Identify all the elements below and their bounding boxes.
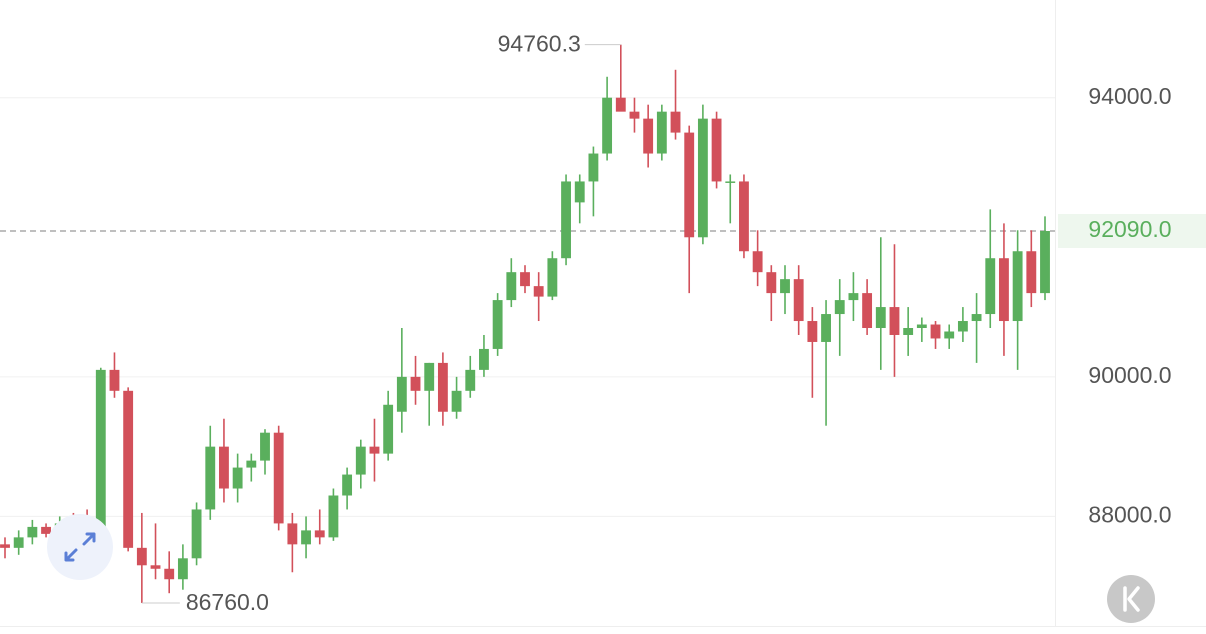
candle-body <box>396 376 407 412</box>
candle-body <box>697 118 708 238</box>
candle-body <box>287 523 298 545</box>
candle-body <box>451 390 462 412</box>
candle-body <box>465 369 476 391</box>
y-tick-label: 90000.0 <box>1088 362 1171 388</box>
candle-body <box>834 300 845 315</box>
candle-body <box>533 286 544 297</box>
candle-body <box>27 526 38 538</box>
candle-body <box>191 509 202 559</box>
candle-body <box>232 467 243 489</box>
candle-body <box>1012 251 1023 322</box>
candle-body <box>109 369 120 391</box>
candle-body <box>985 258 996 315</box>
candle-body <box>889 307 900 335</box>
candle-body <box>588 153 599 182</box>
candle-body <box>150 565 161 569</box>
candle-body <box>424 362 435 391</box>
candle-body <box>219 446 229 489</box>
candle-body <box>848 293 859 301</box>
candle-body <box>574 181 585 203</box>
candle-body <box>807 321 818 342</box>
zoom-icon <box>64 532 96 562</box>
candle-body <box>547 258 558 297</box>
candle-body <box>479 348 489 370</box>
candle-body <box>656 111 667 154</box>
last-price-label: 92090.0 <box>1088 216 1171 242</box>
candle-body <box>177 558 188 580</box>
y-tick-label: 94000.0 <box>1088 83 1171 109</box>
candle-body <box>711 118 722 182</box>
candle-body <box>903 328 914 335</box>
candle-body <box>342 474 353 496</box>
candle-body <box>971 314 982 322</box>
candle-body <box>793 279 804 322</box>
candle-body <box>95 369 106 545</box>
candle-body <box>615 97 626 112</box>
zoom-button[interactable] <box>47 514 113 580</box>
candle-body <box>1040 230 1050 294</box>
candle-body <box>821 314 831 342</box>
candle-body <box>930 324 941 339</box>
candle-body <box>684 132 695 238</box>
candle-body <box>136 547 147 566</box>
candle-body <box>739 181 749 252</box>
candle-body <box>561 181 571 259</box>
candle-body <box>164 568 175 580</box>
candle-body <box>1026 251 1037 294</box>
y-tick-label: 88000.0 <box>1088 502 1171 528</box>
candle-body <box>383 404 394 454</box>
candle-body <box>355 446 366 475</box>
candle-body <box>492 300 503 349</box>
last-price-badge <box>1058 213 1206 248</box>
candle-body <box>410 376 421 391</box>
candle-body <box>437 362 448 412</box>
candle-body <box>520 272 530 287</box>
plot: 94760.3 86760.0 <box>0 31 1055 615</box>
candle-body <box>944 331 955 339</box>
candle-body <box>957 321 968 332</box>
candle-body <box>41 526 51 534</box>
candle-body <box>328 495 339 538</box>
candle-body <box>205 446 216 510</box>
candle-body <box>0 544 10 548</box>
candle-body <box>999 258 1009 322</box>
candle-body <box>766 272 777 294</box>
candle-body <box>246 460 257 468</box>
back-icon <box>1123 586 1140 612</box>
candle-body <box>643 118 654 154</box>
candle-body <box>602 97 613 154</box>
candle-body <box>123 390 134 548</box>
candle-body <box>875 307 886 329</box>
candle-body <box>13 537 24 548</box>
low-label: 86760.0 <box>186 589 269 615</box>
candle-body <box>670 111 681 133</box>
candle-body <box>506 272 517 301</box>
candle-body <box>725 181 736 183</box>
candle-body <box>780 279 790 294</box>
high-label: 94760.3 <box>498 31 581 57</box>
candle-body <box>301 530 311 545</box>
candle-body <box>369 446 380 454</box>
candle-body <box>862 293 873 329</box>
candle-body <box>752 251 763 273</box>
candle-body <box>314 530 325 538</box>
candle-body <box>273 432 284 524</box>
candle-body <box>629 111 640 119</box>
candle-body <box>916 324 927 329</box>
candle-body <box>260 432 270 461</box>
